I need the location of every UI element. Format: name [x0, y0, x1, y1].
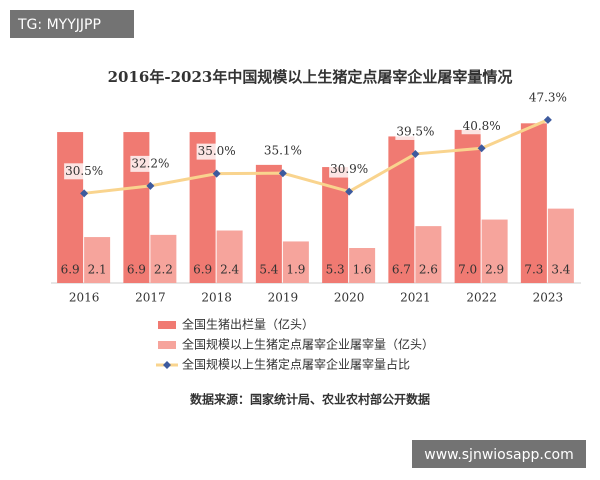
line-marker: [80, 189, 89, 198]
label-bg: [395, 123, 436, 140]
line-value-label: 30.5%: [65, 164, 103, 178]
x-tick-label: 2023: [533, 291, 564, 305]
watermark-box: [10, 10, 134, 38]
bar: [84, 237, 111, 283]
label-bg: [461, 118, 502, 135]
x-tick-label: 2018: [201, 291, 232, 305]
bar-value-label: 6.9: [193, 263, 212, 277]
x-tick-label: 2016: [69, 291, 100, 305]
bar-value-label: 2.9: [485, 263, 504, 277]
bar: [349, 248, 376, 283]
bar: [123, 132, 150, 283]
label-bg: [196, 143, 237, 160]
line-value-label: 35.1%: [264, 144, 302, 158]
bar-value-label: 6.7: [392, 263, 411, 277]
x-tick-label: 2020: [334, 291, 365, 305]
line: [83, 118, 549, 195]
bar-value-label: 7.3: [524, 263, 543, 277]
bar: [216, 230, 243, 283]
bar: [57, 132, 84, 283]
line-marker: [411, 149, 420, 158]
legend-swatch: [158, 341, 176, 349]
x-tick-label: 2019: [268, 291, 299, 305]
line-value-label: 47.3%: [529, 90, 567, 104]
line-marker: [345, 187, 354, 196]
legend-label: 全国规模以上生猪定点屠宰企业屠宰量（亿头）: [182, 337, 434, 352]
bar-value-label: 2.4: [220, 263, 239, 277]
line-marker: [477, 144, 486, 153]
source: 数据来源：国家统计局、农业农村部公开数据: [190, 392, 430, 407]
legend-label: 全国生猪出栏量（亿头）: [182, 317, 314, 332]
line-marker: [278, 169, 287, 178]
label-bg: [527, 89, 568, 106]
line-value-label: 39.5%: [396, 124, 434, 138]
bar-value-label: 2.2: [154, 263, 173, 277]
bar-value-label: 2.6: [419, 263, 438, 277]
bar: [282, 241, 309, 283]
label-bg: [262, 143, 303, 160]
bar-value-label: 3.4: [551, 263, 570, 277]
bar-value-label: 5.4: [259, 263, 278, 277]
line-marker: [212, 169, 221, 178]
site: www.sjnwiosapp.com: [424, 447, 573, 463]
bar-value-label: 2.1: [88, 263, 107, 277]
line-marker: [146, 181, 155, 190]
label-bg: [130, 155, 171, 172]
bar: [150, 234, 177, 283]
bar: [547, 208, 574, 283]
site-box: [412, 440, 586, 468]
legend-swatch: [158, 321, 176, 329]
bar: [481, 219, 508, 283]
bar-value-label: 7.0: [458, 263, 477, 277]
line-value-label: 32.2%: [131, 156, 169, 170]
line-value-label: 35.0%: [198, 144, 236, 158]
line-marker: [543, 115, 552, 124]
bar: [454, 129, 481, 283]
label-bg: [329, 161, 370, 178]
bar-value-label: 1.6: [353, 263, 372, 277]
line-value-label: 30.9%: [330, 162, 368, 176]
bar-value-label: 6.9: [61, 263, 80, 277]
x-tick-label: 2021: [400, 291, 431, 305]
label-bg: [64, 163, 105, 180]
bar-value-label: 1.9: [286, 263, 305, 277]
watermark: TG: MYYJJPP: [17, 17, 101, 33]
line-value-label: 40.8%: [463, 119, 501, 133]
legend-label: 全国规模以上生猪定点屠宰企业屠宰量占比: [182, 357, 410, 372]
x-tick-label: 2022: [466, 291, 497, 305]
legend-marker: [163, 361, 171, 369]
bar: [520, 123, 547, 283]
bar-value-label: 6.9: [127, 263, 146, 277]
bar-value-label: 5.3: [326, 263, 345, 277]
chart-title: 2016年-2023年中国规模以上生猪定点屠宰企业屠宰量情况: [108, 68, 513, 86]
x-tick-label: 2017: [135, 291, 166, 305]
bar: [255, 164, 282, 283]
bar: [415, 226, 442, 283]
